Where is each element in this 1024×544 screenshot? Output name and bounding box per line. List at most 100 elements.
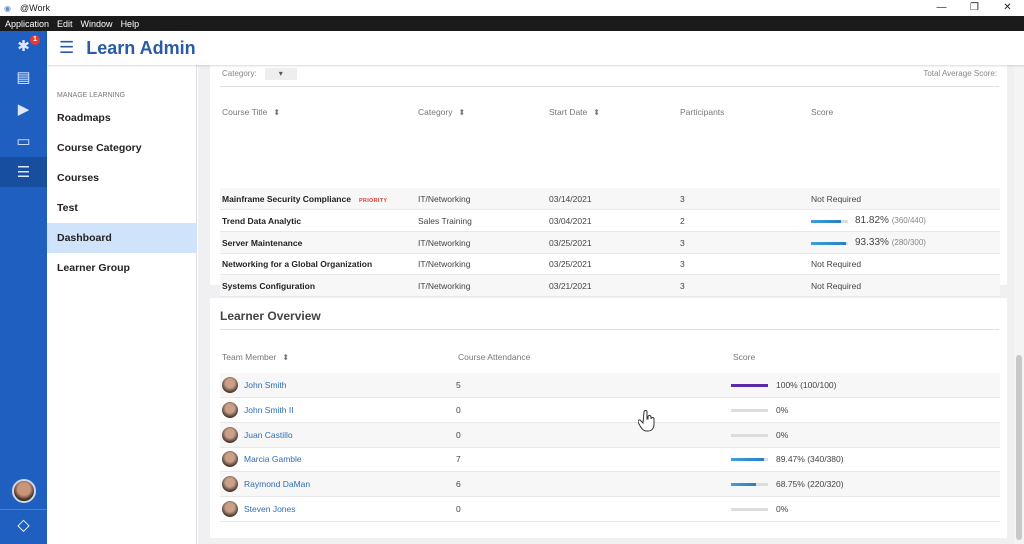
close-button[interactable]: ✕ [1003,2,1012,13]
divider [220,86,999,87]
score-progress-bar [811,241,848,245]
col-label: Category [418,107,453,117]
sidebar-item-dashboard[interactable]: Dashboard [47,223,197,253]
sort-icon[interactable]: ⬍ [458,108,466,117]
course-participants: 3 [680,259,685,270]
course-score: Not Required [811,194,862,204]
course-title-text: Server Maintenance [222,237,303,248]
course-attendance: 6 [456,479,461,490]
score-progress-bar [731,483,768,487]
col-score: Score [811,107,834,117]
divider [220,329,999,330]
course-title[interactable]: Server Maintenance [222,232,302,254]
score-detail: (360/440) [891,215,926,225]
score-progress-bar [731,408,768,412]
category-filter: Category: ▾ [222,68,297,80]
learner-name-link[interactable]: John Smith [244,380,287,390]
minimize-button[interactable]: — [936,2,947,13]
course-start-date: 03/14/2021 [549,194,592,204]
learner-avatar [222,501,238,517]
sidebar-item-learner-group[interactable]: Learner Group [57,262,130,274]
learner-row: Steven Jones 0 0% [220,497,1000,522]
courses-card: Category: ▾ Total Average Score: Course T… [210,65,1007,341]
score-detail: (280/300) [891,237,926,247]
hamburger-icon[interactable]: ☰ [59,38,75,57]
learner-avatar [222,451,238,468]
menu-window[interactable]: Window [80,18,113,29]
col-participants: Participants [680,107,725,117]
app-header: ☰ Learn Admin [47,31,1024,65]
col-label: Course Title [222,107,268,117]
sidebar-item-course-category[interactable]: Course Category [57,142,142,154]
col-start-date[interactable]: Start Date ⬍ [549,107,600,117]
learner-overview-title: Learner Overview [220,309,321,323]
course-attendance: 0 [456,504,461,514]
learner-name-link[interactable]: Raymond DaMan [244,479,311,490]
menu-edit[interactable]: Edit [57,18,73,29]
hand-cursor-icon [638,410,655,432]
course-title-text: Mainframe Security Compliance [222,194,351,204]
sidebar-item-roadmaps[interactable]: Roadmaps [57,112,111,124]
sidebar-item-courses[interactable]: Courses [57,172,100,184]
course-category: IT/Networking [418,237,471,248]
brand-logo-icon: ◇ [17,517,30,534]
learner-row: Marcia Gamble 7 89.47% (340/380) [220,447,1000,473]
learner-score: 89.47% (340/380) [776,454,844,465]
course-category: IT/Networking [418,281,471,292]
category-dropdown[interactable]: ▾ [264,68,297,80]
sort-icon[interactable]: ⬍ [273,108,281,117]
sort-icon[interactable]: ⬍ [282,353,290,362]
learner-name-link[interactable]: John Smith II [244,404,294,415]
score-percent: 93.33% [855,236,889,248]
learner-name-link[interactable]: Marcia Gamble [244,454,302,465]
course-title[interactable]: Trend Data Analytic [222,210,301,232]
scrollbar-thumb[interactable] [1016,355,1022,540]
maximize-button[interactable]: ❐ [970,2,979,13]
asterisk-icon[interactable]: ✱ [17,38,30,55]
course-start-date: 03/25/2021 [549,259,592,270]
category-filter-label: Category: [222,69,257,78]
course-title[interactable]: Networking for a Global Organization [222,253,372,275]
table-row[interactable]: Mainframe Security Compliance PRIORITY IT… [220,188,1000,210]
app-logo-icon: ◉ [4,3,11,13]
divider [0,509,47,510]
col-course-title[interactable]: Course Title ⬍ [222,107,280,117]
course-attendance: 5 [456,380,461,390]
learner-row: Raymond DaMan 6 68.75% (220/320) [220,472,1000,498]
score-progress-bar [731,508,768,511]
course-start-date: 03/04/2021 [549,215,592,226]
course-participants: 3 [680,281,685,292]
learner-score: 68.75% (220/320) [776,479,844,490]
col-category[interactable]: Category ⬍ [418,107,465,117]
col-team-member[interactable]: Team Member ⬍ [222,352,289,362]
sort-icon[interactable]: ⬍ [593,108,600,117]
sidebar-item-test[interactable]: Test [57,202,78,214]
learner-row: Juan Castillo 0 0% [220,422,1000,448]
course-title[interactable]: Systems Configuration [222,275,315,297]
user-avatar[interactable] [12,479,36,503]
sidebar: MANAGE LEARNING Roadmaps Course Category… [47,65,197,544]
course-participants: 3 [680,194,685,204]
table-row[interactable]: Systems Configuration IT/Networking 03/2… [220,275,1000,298]
table-row[interactable]: Trend Data Analytic Sales Training 03/04… [220,210,1000,232]
course-category: IT/Networking [418,194,471,204]
course-title[interactable]: Mainframe Security Compliance PRIORITY [222,188,387,212]
menu-icon[interactable]: ☰ [0,157,47,187]
table-row[interactable]: Server Maintenance IT/Networking 03/25/2… [220,231,1000,254]
table-row[interactable]: Networking for a Global Organization IT/… [220,253,1000,276]
menu-bar: Application Edit Window Help [0,16,1024,31]
menu-application[interactable]: Application [5,18,50,29]
play-icon[interactable]: ▶ [17,101,30,118]
learner-avatar [222,426,238,443]
chat-icon[interactable]: ▤ [16,69,31,86]
learner-name-link[interactable]: Steven Jones [244,504,296,514]
learner-name-link[interactable]: Juan Castillo [244,429,293,440]
menu-help[interactable]: Help [120,18,140,29]
col-label: Start Date [549,107,588,117]
course-score: Not Required [811,281,862,292]
course-start-date: 03/21/2021 [549,281,592,292]
course-attendance: 7 [456,454,461,465]
course-attendance: 0 [456,404,461,415]
scrollbar[interactable] [1014,65,1024,544]
card-icon[interactable]: ▭ [16,133,31,150]
